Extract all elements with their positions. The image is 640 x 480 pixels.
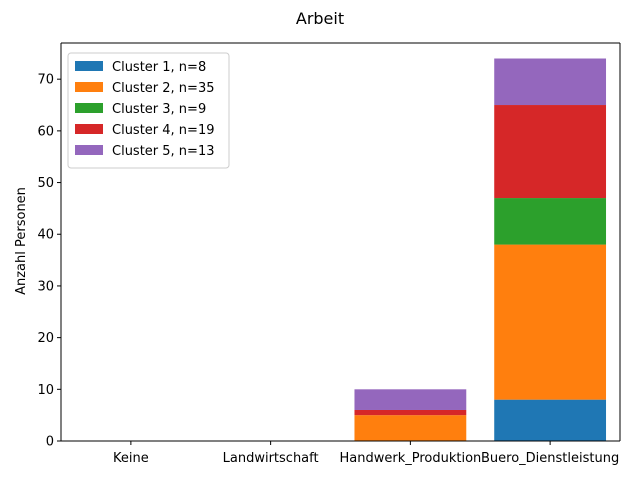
legend-swatch (75, 103, 103, 113)
x-tick-label: Landwirtschaft (223, 451, 319, 466)
legend-label: Cluster 3, n=9 (112, 102, 206, 117)
legend-box (67, 52, 230, 169)
y-tick-label: 50 (37, 176, 54, 191)
legend: Cluster 1, n=8 Cluster 2, n=35 Cluster 3, … (67, 52, 230, 169)
y-tick-label: 30 (37, 279, 54, 294)
legend-swatch (75, 124, 103, 134)
y-tick-label: 10 (37, 383, 54, 398)
bar-4-4 (494, 105, 607, 199)
bar-2-4 (494, 244, 607, 400)
legend-label: Cluster 1, n=8 (112, 60, 206, 75)
y-tick-label: 20 (37, 331, 54, 346)
y-tick-label: 40 (37, 228, 54, 243)
bars-group (354, 58, 607, 441)
bar-5-3 (354, 389, 467, 410)
legend-swatch (75, 82, 103, 92)
legend-label: Cluster 4, n=19 (112, 123, 214, 138)
bar-1-4 (494, 399, 607, 441)
y-tick-label: 0 (46, 435, 54, 450)
y-tick-label: 60 (37, 124, 54, 139)
bar-3-4 (494, 198, 607, 245)
bar-4-3 (354, 409, 467, 416)
bar-2-3 (354, 415, 467, 441)
y-tick-label: 70 (37, 73, 54, 88)
legend-swatch (75, 145, 103, 155)
legend-label: Cluster 2, n=35 (112, 81, 214, 96)
legend-swatch (75, 61, 103, 71)
axes-group: 0 10 20 30 40 50 60 70 Keine Landwirtschaft Handwe… (37, 42, 621, 466)
bar-5-4 (494, 58, 607, 106)
x-tick-label: Buero_Dienstleistung (481, 451, 619, 466)
x-tick-label: Handwerk_Produktion (339, 451, 481, 466)
y-axis-label: Anzahl Personen (14, 187, 29, 295)
x-tick-label: Keine (113, 451, 149, 466)
chart-title: Arbeit (296, 9, 344, 28)
legend-label: Cluster 5, n=13 (112, 144, 214, 159)
